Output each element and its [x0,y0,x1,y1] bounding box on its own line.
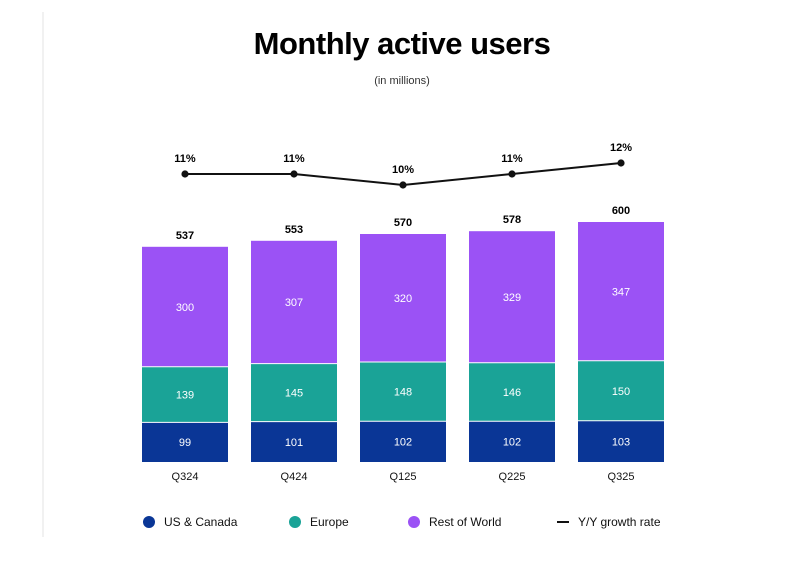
bar-us-and-canada-q125 [360,421,446,462]
x-tick-label-q125: Q125 [390,471,417,483]
legend-swatch-europe [289,516,301,528]
x-tick-label-q225: Q225 [499,471,526,483]
chart-svg: 99 139 300 537 Q324 101 145 307 553 Q424 102 148 320… [142,142,664,483]
growth-label-q325: 12% [610,142,632,154]
bar-rest-of-world-q424 [251,240,337,364]
data-label-rest-of-world-q424: 307 [285,297,303,309]
bar-us-and-canada-q424 [251,421,337,462]
data-label-us-and-canada-q324: 99 [179,437,191,449]
bar-europe-q424 [251,363,337,422]
data-label-rest-of-world-q125: 320 [394,293,412,305]
x-tick-label-q324: Q324 [172,471,199,483]
bar-europe-q125 [360,362,446,422]
chart-subtitle: (in millions) [374,75,430,87]
growth-point-q325 [617,159,625,167]
total-label-q225: 578 [503,214,521,226]
data-label-us-and-canada-q325: 103 [612,436,630,448]
data-label-europe-q225: 146 [503,387,521,399]
growth-label-q424: 11% [283,153,305,165]
legend-label-us-canada: US & Canada [164,515,238,529]
growth-point-q424 [290,170,298,178]
legend-label-rest-of-world: Rest of World [429,515,502,529]
legend-item-rest-of-world: Rest of World [408,515,501,529]
legend-item-us-canada: US & Canada [143,515,237,529]
bar-europe-q325 [578,360,664,421]
legend-swatch-rest-of-world [408,516,420,528]
bar-europe-q225 [469,362,555,422]
legend-item-growth-rate: Y/Y growth rate [557,515,661,529]
data-label-rest-of-world-q325: 347 [612,286,630,298]
x-tick-label-q325: Q325 [608,471,635,483]
legend-label-europe: Europe [310,515,349,529]
growth-label-q324: 11% [174,153,196,165]
bar-rest-of-world-q125 [360,234,446,362]
data-label-rest-of-world-q225: 329 [503,292,521,304]
growth-label-q125: 10% [392,164,414,176]
data-label-us-and-canada-q225: 102 [503,437,521,449]
x-tick-label-q424: Q424 [281,471,308,483]
data-label-rest-of-world-q324: 300 [176,302,194,314]
data-label-europe-q325: 150 [612,386,630,398]
legend-label-growth-rate: Y/Y growth rate [578,515,661,529]
legend-swatch-growth-rate [557,521,569,523]
bar-europe-q324 [142,366,228,423]
bar-us-and-canada-q324 [142,422,228,462]
data-label-europe-q424: 145 [285,388,303,400]
left-divider [42,12,44,537]
data-label-europe-q324: 139 [176,390,194,402]
chart-title: Monthly active users [253,26,551,61]
bar-us-and-canada-q325 [578,420,664,462]
total-label-q125: 570 [394,217,412,229]
data-label-us-and-canada-q125: 102 [394,437,412,449]
total-label-q324: 537 [176,230,194,242]
data-label-europe-q125: 148 [394,387,412,399]
growth-point-q125 [399,181,407,189]
growth-label-q225: 11% [501,153,523,165]
legend: US & Canada Europe Rest of World Y/Y gro… [0,515,804,535]
bar-rest-of-world-q324 [142,246,228,367]
total-label-q424: 553 [285,224,303,236]
growth-point-q324 [181,170,189,178]
total-label-q325: 600 [612,205,630,217]
legend-swatch-us-canada [143,516,155,528]
data-label-us-and-canada-q424: 101 [285,437,303,449]
bar-us-and-canada-q225 [469,421,555,462]
bar-rest-of-world-q225 [469,231,555,363]
bar-rest-of-world-q325 [578,222,664,361]
growth-point-q225 [508,170,516,178]
legend-item-europe: Europe [289,515,349,529]
